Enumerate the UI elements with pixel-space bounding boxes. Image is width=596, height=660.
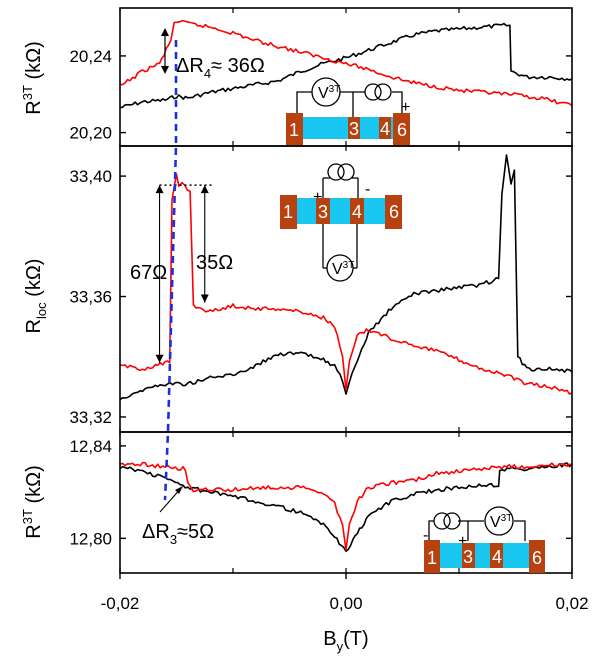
voltmeter-label: V3T (318, 84, 340, 102)
pad-4 (379, 117, 391, 139)
xtick-label: 0,02 (555, 594, 588, 613)
top-delta-label: ΔR4≈ 36Ω (176, 55, 265, 81)
inset-middle-plus: + (313, 189, 322, 206)
arrow-head (200, 294, 209, 303)
middle-step-annotations (155, 184, 214, 363)
bottom-series-black (119, 462, 573, 553)
pad-6-label: 6 (532, 548, 542, 568)
top-series-black (119, 22, 573, 109)
middle-traces (119, 154, 573, 401)
middle-series-red (119, 173, 573, 395)
pad-6 (385, 195, 402, 229)
middle-series-black (119, 154, 573, 401)
bottom-ytick-label: 12,84 (69, 437, 112, 456)
x-axis-title: By(T) (323, 628, 368, 654)
arrow-head (155, 354, 164, 363)
inset-bottom-device: V3T - + 1 3 4 6 (423, 506, 545, 573)
pad-6 (393, 113, 410, 146)
xtick-label: -0,02 (101, 594, 140, 613)
voltmeter-icon (326, 254, 354, 282)
pad-1 (286, 113, 303, 146)
middle-ytick-label: 33,36 (69, 288, 112, 307)
label-35-ohm: 35Ω (196, 252, 233, 274)
bottom-xticks: -0,02 0,00 0,02 (101, 573, 589, 613)
channel (291, 198, 389, 224)
pad-4-label: 4 (352, 202, 362, 222)
top-delta-arrow (161, 28, 169, 74)
pad-1 (280, 195, 297, 229)
pad-6-label: 6 (397, 120, 407, 140)
top-series-red (120, 19, 573, 107)
inset-bottom-minus: - (423, 527, 428, 544)
bottom-delta-label: ΔR3≈5Ω (142, 521, 214, 547)
bottom-ytick-label: 12,80 (69, 529, 112, 548)
voltmeter-icon (484, 506, 514, 536)
pad-1-label: 1 (283, 202, 293, 222)
xtick-label: 0,00 (329, 594, 362, 613)
pad-1-label: 1 (427, 548, 437, 568)
pad-6-label: 6 (389, 202, 399, 222)
middle-ytick-label: 33,40 (69, 167, 112, 186)
pad-6 (529, 540, 545, 573)
inset-top-device: V3T - + 1 3 4 6 (286, 77, 410, 146)
pad-4 (490, 543, 503, 568)
pad-3-label: 3 (318, 202, 328, 222)
middle-ylabel: Rloc (kΩ) (23, 259, 49, 334)
arrow-head (155, 185, 164, 194)
middle-ticks: 33,32 33,36 33,40 (69, 146, 573, 432)
middle-ytick-label: 33,32 (69, 408, 112, 427)
label-67-ohm: 67Ω (130, 262, 167, 284)
bottom-traces (119, 461, 573, 553)
inset-middle-minus: - (365, 181, 370, 198)
channel (435, 543, 538, 568)
inset-bottom-plus: + (458, 533, 467, 550)
bottom-ylabel: R3T (kΩ) (20, 465, 45, 538)
pad-3-label: 3 (463, 547, 473, 567)
pad-1 (424, 540, 440, 573)
voltmeter-label: V3T (490, 513, 512, 531)
top-ylabel: R3T (kΩ) (20, 41, 45, 114)
pad-3 (316, 198, 330, 224)
top-traces (119, 19, 573, 109)
pad-3 (462, 543, 475, 568)
bottom-delta-arrow (159, 486, 183, 513)
top-ytick-label: 20,24 (69, 47, 112, 66)
voltmeter-icon (311, 77, 341, 107)
bottom-series-red (119, 461, 572, 551)
current-source-icon (327, 163, 345, 181)
current-source-icon (433, 512, 451, 530)
inset-top-plus: + (401, 99, 410, 116)
pad-4-label: 4 (380, 119, 390, 139)
pad-3-label: 3 (349, 119, 359, 139)
current-source-icon (364, 83, 382, 101)
top-ytick-label: 20,20 (69, 124, 112, 143)
inset-middle-device: + - 1 3 4 6 V3T (280, 163, 402, 282)
switching-field-dashed-line (163, 40, 178, 501)
pad-1-label: 1 (289, 120, 299, 140)
panel-middle: 33,32 33,36 33,40 Rloc (kΩ) 67Ω 35Ω + - 1 … (23, 145, 573, 433)
pad-4-label: 4 (492, 547, 502, 567)
panel-bottom: 12,80 12,84 R3T (kΩ) ΔR3≈5Ω V3T - + (20, 431, 589, 654)
arrow-head (200, 185, 209, 194)
voltmeter-label: V3T (332, 260, 354, 278)
pad-3 (348, 117, 360, 139)
pad-4 (350, 198, 364, 224)
